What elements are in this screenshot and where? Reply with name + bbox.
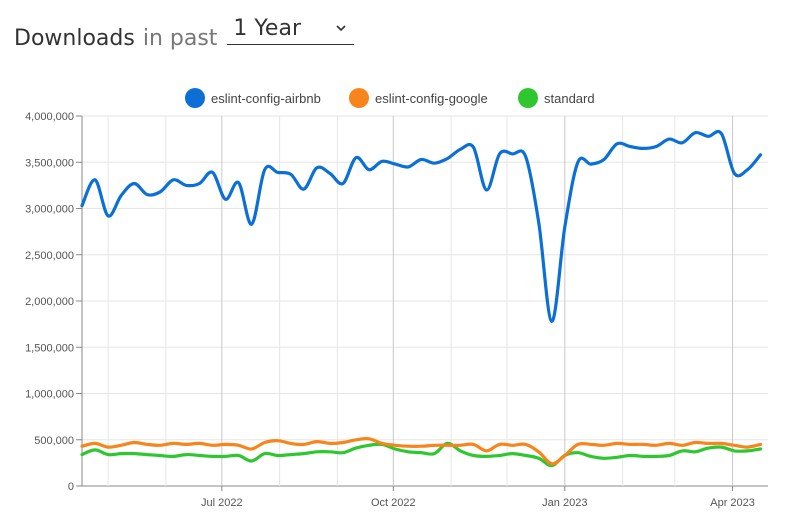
y-tick-label: 1,000,000 [25,389,74,401]
legend-swatch-eslint-config-airbnb [185,88,205,108]
legend-label-standard: standard [544,90,595,106]
series-line-eslint-config-google [80,437,763,466]
y-tick-label: 2,000,000 [25,296,74,308]
y-tick-label: 500,000 [34,435,74,447]
series-line-standard [80,441,763,468]
legend-item-standard[interactable]: standard [518,87,595,109]
series-line-eslint-config-airbnb [80,129,763,324]
chevron-down-icon [336,25,346,32]
period-select-value: 1 Year [233,16,301,41]
legend-label-eslint-config-airbnb: eslint-config-airbnb [211,90,321,106]
x-tick-label: Apr 2023 [710,497,755,509]
x-tick-label: Jul 2022 [201,497,243,509]
in-past-label: in past [142,26,218,51]
y-tick-label: 0 [68,481,74,493]
page-title: Downloads [14,26,135,51]
y-tick-label: 2,500,000 [25,250,74,262]
legend-swatch-standard [518,88,538,108]
period-select[interactable]: 1 Year [227,14,355,45]
y-tick-label: 4,000,000 [25,111,74,123]
legend-item-eslint-config-google[interactable]: eslint-config-google [349,87,488,109]
chart-legend: eslint-config-airbnb eslint-config-googl… [0,87,797,109]
y-tick-label: 3,000,000 [25,204,74,216]
legend-swatch-eslint-config-google [349,88,369,108]
legend-item-eslint-config-airbnb[interactable]: eslint-config-airbnb [185,87,321,109]
y-tick-label: 3,500,000 [25,157,74,169]
downloads-header: Downloads in past 1 Year [14,14,355,51]
y-tick-label: 1,500,000 [25,342,74,354]
x-tick-label: Jan 2023 [542,497,587,509]
x-tick-label: Oct 2022 [371,497,416,509]
legend-label-eslint-config-google: eslint-config-google [375,90,488,106]
